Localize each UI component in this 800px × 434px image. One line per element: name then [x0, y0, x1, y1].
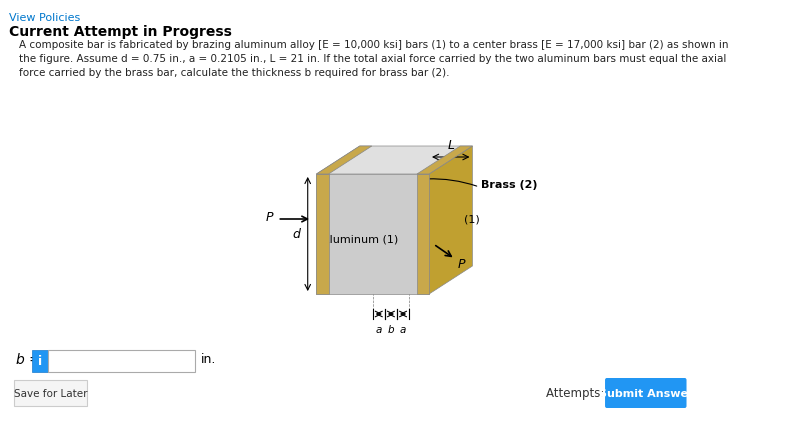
Text: b: b: [388, 324, 394, 334]
Text: P: P: [266, 211, 273, 224]
Text: a: a: [376, 324, 382, 334]
Text: A composite bar is fabricated by brazing aluminum alloy [E = 10,000 ksi] bars (1: A composite bar is fabricated by brazing…: [19, 40, 729, 78]
Text: Submit Answer: Submit Answer: [598, 388, 693, 398]
Polygon shape: [417, 174, 429, 294]
Text: Attempts: 0 of 1 used: Attempts: 0 of 1 used: [546, 387, 674, 400]
Polygon shape: [316, 147, 372, 174]
Polygon shape: [316, 174, 329, 294]
Text: Brass (2): Brass (2): [481, 180, 538, 190]
Text: d: d: [293, 228, 301, 241]
Text: i: i: [38, 355, 42, 368]
FancyBboxPatch shape: [48, 350, 195, 372]
Polygon shape: [429, 147, 473, 294]
FancyBboxPatch shape: [32, 350, 48, 372]
Text: Aluminum (1): Aluminum (1): [322, 234, 398, 244]
Text: in.: in.: [201, 353, 217, 366]
Text: Current Attempt in Progress: Current Attempt in Progress: [9, 25, 231, 39]
FancyBboxPatch shape: [605, 378, 686, 408]
Polygon shape: [316, 174, 429, 294]
FancyBboxPatch shape: [14, 380, 86, 406]
Text: b =: b =: [16, 352, 40, 366]
Text: View Policies: View Policies: [9, 13, 80, 23]
Polygon shape: [417, 147, 473, 174]
Text: Save for Later: Save for Later: [14, 388, 87, 398]
Text: P: P: [458, 257, 465, 270]
Text: (1): (1): [464, 214, 479, 224]
Text: L: L: [447, 139, 454, 151]
Polygon shape: [316, 147, 473, 174]
Text: a: a: [400, 324, 406, 334]
